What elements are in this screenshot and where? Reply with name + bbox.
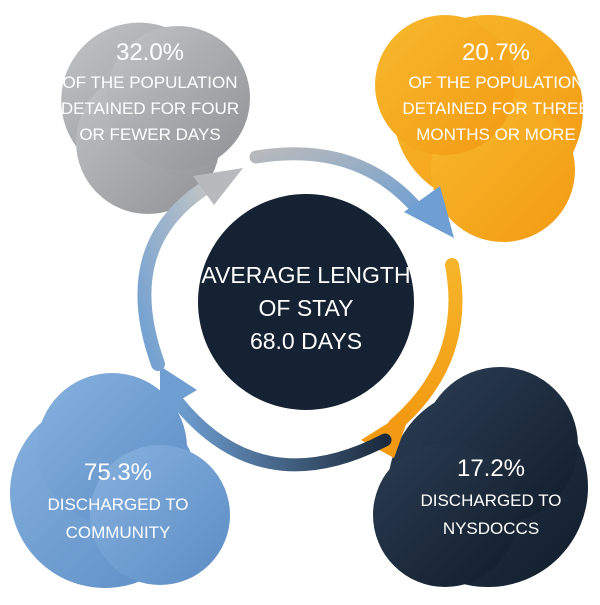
arrow-gray-to-orange [249,147,454,238]
nysdoccs-percent: 17.2% [457,455,525,482]
short-stay-line-1: OF THE POPULATION [62,73,237,92]
short-stay-percent: 32.0% [116,39,184,66]
long-stay-line-3: MONTHS OR MORE [416,125,576,144]
long-stay-percent: 20.7% [462,39,530,66]
arrow-blue-to-gray [137,168,243,371]
bubble-community [10,373,230,588]
long-stay-line-1: OF THE POPULATION [408,73,583,92]
short-stay-line-2: DETAINED FOR FOUR [61,99,239,118]
center-circle [198,194,414,410]
long-stay-line-2: DETAINED FOR THREE [402,99,589,118]
center-line-3: 68.0 DAYS [250,328,362,354]
community-percent: 75.3% [84,459,152,486]
community-line-2: COMMUNITY [66,523,171,542]
bubble-long-stay [375,15,583,242]
short-stay-line-3: OR FEWER DAYS [79,125,220,144]
arrow-navy-to-blue [160,366,392,472]
bubble-short-stay [61,22,250,214]
center-line-1: AVERAGE LENGTH [201,262,410,288]
bubble-nysdoccs [373,367,588,587]
nysdoccs-line-1: DISCHARGED TO [420,491,561,510]
community-line-1: DISCHARGED TO [47,495,188,514]
center-line-2: OF STAY [259,295,354,321]
nysdoccs-line-2: NYSDOCCS [443,519,539,538]
